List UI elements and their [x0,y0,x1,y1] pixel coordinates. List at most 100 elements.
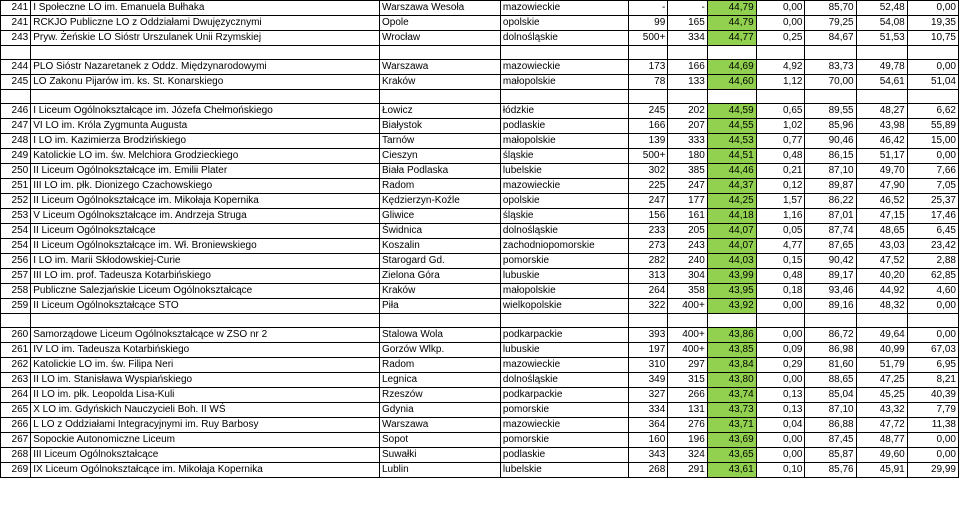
v1-cell: 0,65 [756,104,805,119]
v1-cell: 0,00 [756,16,805,31]
rank-cell: 264 [1,388,31,403]
score-cell: 43,84 [707,358,756,373]
city-cell: Kraków [380,75,501,90]
rank-cell: 260 [1,328,31,343]
v2-cell: 89,87 [805,179,856,194]
city-cell: Kraków [380,284,501,299]
name-cell: LO Zakonu Pijarów im. ks. St. Konarskieg… [31,75,380,90]
v4-cell: 10,75 [907,31,958,46]
name-cell: II LO im. Stanisława Wyspiańskiego [31,373,380,388]
v2-cell: 83,73 [805,60,856,75]
score-cell: 44,79 [707,1,756,16]
n1-cell: 78 [628,75,668,90]
v1-cell: 0,77 [756,134,805,149]
city-cell: Sopot [380,433,501,448]
region-cell: podlaskie [500,119,628,134]
region-cell: dolnośląskie [500,373,628,388]
city-cell: Tarnów [380,134,501,149]
city-cell: Kędzierzyn-Koźle [380,194,501,209]
rank-cell: 244 [1,60,31,75]
v2-cell: 85,70 [805,1,856,16]
table-row: 241RCKJO Publiczne LO z Oddziałami Dwuję… [1,16,959,31]
v1-cell: 1,12 [756,75,805,90]
region-cell: małopolskie [500,75,628,90]
score-cell: 43,85 [707,343,756,358]
v2-cell: 89,17 [805,269,856,284]
table-row: 263II LO im. Stanisława WyspiańskiegoLeg… [1,373,959,388]
n2-cell: 266 [668,388,708,403]
v4-cell: 0,00 [907,60,958,75]
name-cell: X LO im. Gdyńskich Nauczycieli Boh. II W… [31,403,380,418]
v1-cell: 0,29 [756,358,805,373]
score-cell: 44,07 [707,239,756,254]
name-cell: II Liceum Ogólnokształcące im. Wł. Broni… [31,239,380,254]
table-row: 252II Liceum Ogólnokształcące im. Mikoła… [1,194,959,209]
table-row: 265X LO im. Gdyńskich Nauczycieli Boh. I… [1,403,959,418]
table-row: 259II Liceum Ogólnokształcące STOPiławie… [1,299,959,314]
score-cell: 43,99 [707,269,756,284]
table-row: 261IV LO im. Tadeusza KotarbińskiegoGorz… [1,343,959,358]
city-cell: Radom [380,179,501,194]
rank-cell: 250 [1,164,31,179]
city-cell: Legnica [380,373,501,388]
region-cell: łódzkie [500,104,628,119]
table-row: 257III LO im. prof. Tadeusza Kotarbiński… [1,269,959,284]
n1-cell: 500+ [628,149,668,164]
n2-cell: 334 [668,31,708,46]
n2-cell: 243 [668,239,708,254]
rank-cell: 253 [1,209,31,224]
v2-cell: 87,10 [805,164,856,179]
city-cell: Gdynia [380,403,501,418]
rank-cell: 267 [1,433,31,448]
v1-cell: 0,15 [756,254,805,269]
v2-cell: 86,72 [805,328,856,343]
rank-cell: 243 [1,31,31,46]
table-row: 243Pryw. Żeńskie LO Sióstr Urszulanek Un… [1,31,959,46]
v4-cell: 6,95 [907,358,958,373]
table-row: 258Publiczne Salezjańskie Liceum Ogólnok… [1,284,959,299]
ranking-table: 241I Społeczne LO im. Emanuela Bułhaka Wa… [0,0,959,478]
table-row: 254II Liceum OgólnokształcąceŚwidnicadol… [1,224,959,239]
n1-cell: 313 [628,269,668,284]
city-cell: Świdnica [380,224,501,239]
v4-cell: 2,88 [907,254,958,269]
n2-cell: 247 [668,179,708,194]
city-cell: Warszawa [380,60,501,75]
score-cell: 43,61 [707,463,756,478]
v2-cell: 86,15 [805,149,856,164]
v1-cell: 4,92 [756,60,805,75]
name-cell: I Społeczne LO im. Emanuela Bułhaka [31,1,380,16]
table-row: 254II Liceum Ogólnokształcące im. Wł. Br… [1,239,959,254]
table-row: 269IX Liceum Ogólnokształcące im. Mikoła… [1,463,959,478]
v4-cell: 67,03 [907,343,958,358]
name-cell: III LO im. płk. Dionizego Czachowskiego [31,179,380,194]
city-cell: Stalowa Wola [380,328,501,343]
score-cell: 44,79 [707,16,756,31]
v4-cell: 40,39 [907,388,958,403]
table-row: 244PLO Sióstr Nazaretanek z Oddz. Między… [1,60,959,75]
n1-cell: 302 [628,164,668,179]
v4-cell: 0,00 [907,149,958,164]
region-cell: lubelskie [500,164,628,179]
n2-cell: 133 [668,75,708,90]
n1-cell: 247 [628,194,668,209]
rank-cell: 246 [1,104,31,119]
v2-cell: 90,42 [805,254,856,269]
region-cell: śląskie [500,209,628,224]
v2-cell: 79,25 [805,16,856,31]
table-row: 268III Liceum OgólnokształcąceSuwałkipod… [1,448,959,463]
region-cell: opolskie [500,16,628,31]
n1-cell: 268 [628,463,668,478]
table-row: 250II Liceum Ogólnokształcące im. Emilii… [1,164,959,179]
rank-cell: 241 [1,16,31,31]
rank-cell: 241 [1,1,31,16]
n2-cell: 205 [668,224,708,239]
v2-cell: 81,60 [805,358,856,373]
v1-cell: 0,00 [756,1,805,16]
name-cell: III LO im. prof. Tadeusza Kotarbińskiego [31,269,380,284]
v1-cell: 0,48 [756,149,805,164]
v3-cell: 54,08 [856,16,907,31]
v1-cell: 0,00 [756,299,805,314]
v1-cell: 1,16 [756,209,805,224]
rank-cell: 252 [1,194,31,209]
